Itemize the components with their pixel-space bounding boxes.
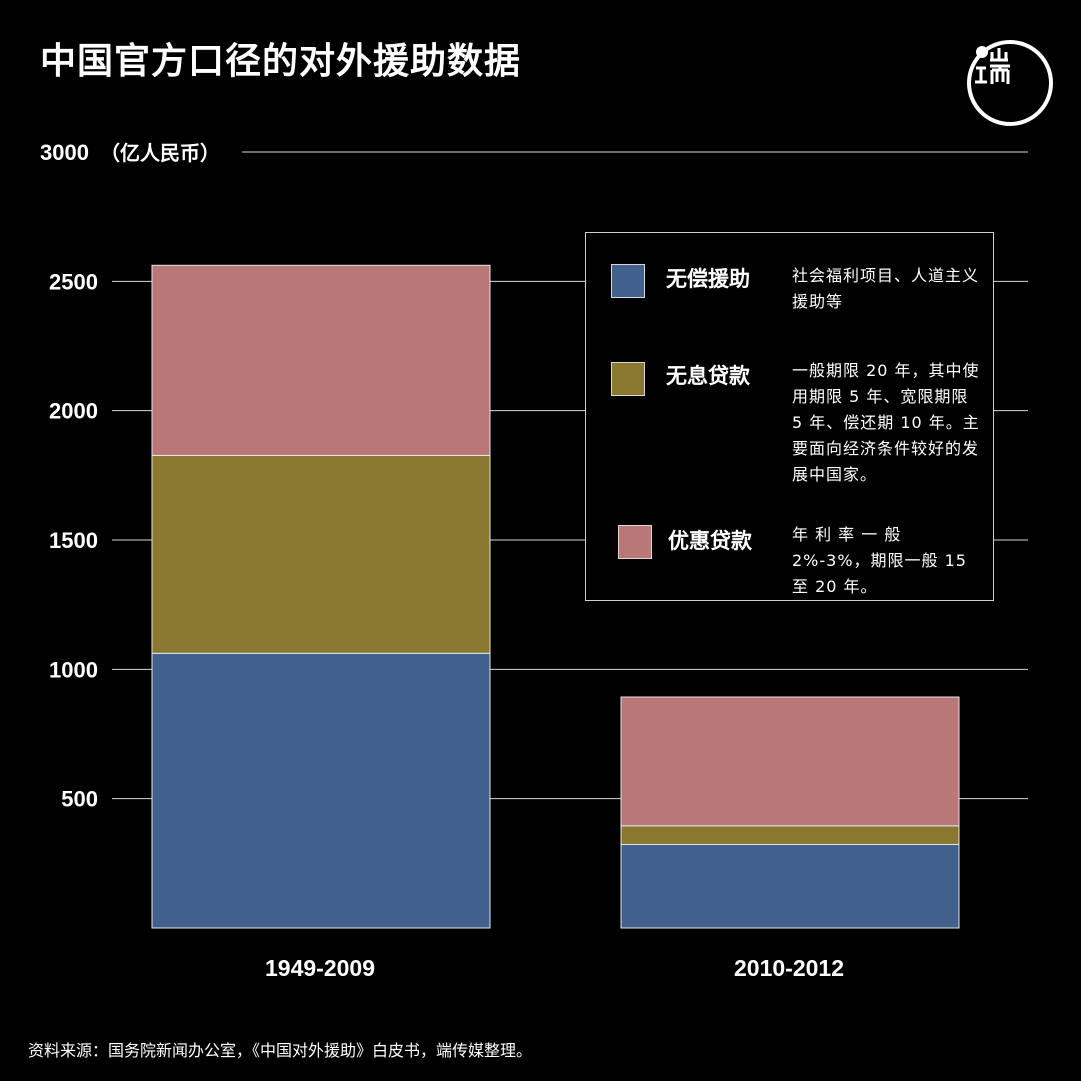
source-note: 资料来源：国务院新闻办公室，《中国对外援助》白皮书，端传媒整理。: [28, 1041, 533, 1060]
y-tick-label-1000: 1000: [49, 657, 98, 682]
y-tick-label-1500: 1500: [49, 528, 98, 553]
bars: [151, 264, 960, 929]
legend-swatch-grant: [611, 264, 645, 298]
x-category-label-1: 2010-2012: [734, 955, 844, 981]
y-tick-label-2000: 2000: [49, 399, 98, 424]
y-unit-label: （亿人民币）: [100, 141, 220, 165]
axis-labels: 500 1000 1500 2000 2500 3000 （亿人民币） 1949-2009 20…: [40, 140, 844, 981]
legend-desc-concessional-loan: 年 利 率 一 般 2%-3%，期限一般 15 至 20 年。: [792, 525, 967, 596]
bar-1949-2009-series-2: [151, 264, 491, 456]
y-tick-label-500: 500: [61, 787, 98, 812]
bar-2010-2012-series-2: [620, 696, 960, 827]
bar-2010-2012-series-0: [620, 843, 960, 929]
legend-swatch-concessional-loan: [618, 525, 652, 559]
brand-logo: [966, 40, 1054, 132]
page-title: 中国官方口径的对外援助数据: [40, 41, 522, 82]
duan-media-logo-icon: [967, 40, 1053, 126]
y-tick-label-3000: 3000: [40, 140, 89, 165]
legend-label-grant: 无偿援助: [666, 267, 750, 291]
legend-label-interest-free-loan: 无息贷款: [666, 364, 750, 388]
legend-label-concessional-loan: 优惠贷款: [668, 529, 752, 553]
bar-1949-2009-series-1: [151, 454, 491, 654]
legend-swatch-interest-free-loan: [611, 362, 645, 396]
chart-legend: 无偿援助 社会福利项目、人道主义援助等 无息贷款 一般期限 20 年，其中使用期…: [585, 232, 994, 601]
x-category-label-0: 1949-2009: [265, 955, 375, 981]
bar-2010-2012-series-1: [620, 825, 960, 845]
y-tick-label-2500: 2500: [49, 269, 98, 294]
legend-desc-grant: 社会福利项目、人道主义援助等: [792, 266, 980, 311]
legend-desc-interest-free-loan: 一般期限 20 年，其中使用期限 5 年、宽限期限 5 年、偿还期 10 年。主…: [792, 361, 980, 484]
bar-1949-2009-series-0: [151, 652, 491, 929]
